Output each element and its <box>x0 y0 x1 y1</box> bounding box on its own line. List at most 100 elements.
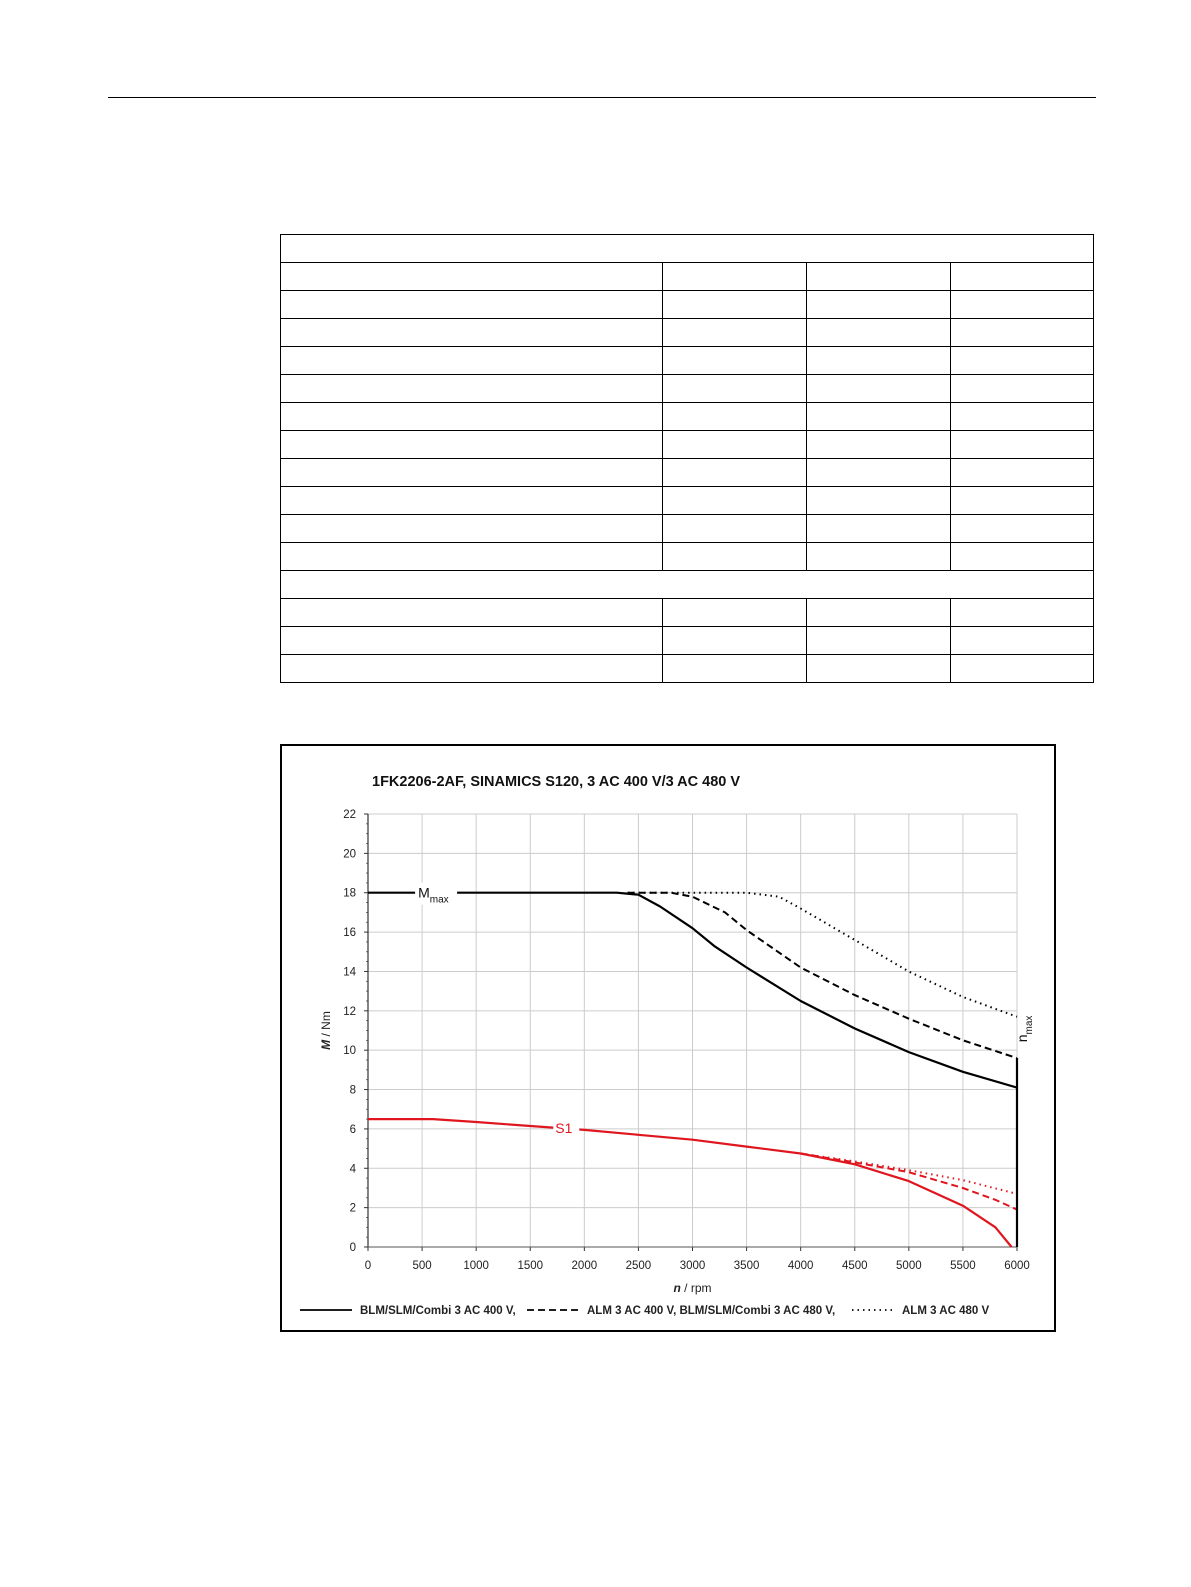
table-row <box>280 430 1094 459</box>
table-section-header <box>280 234 1094 263</box>
mmax-label-sub: max <box>430 895 449 906</box>
table-cell <box>950 514 1094 543</box>
table-cell <box>662 262 807 291</box>
x-tick-label: 5500 <box>950 1260 976 1272</box>
table-cell <box>806 402 951 431</box>
table-cell <box>950 598 1094 627</box>
y-tick-label: 4 <box>350 1163 357 1175</box>
torque-speed-chart: 1FK2206-2AF, SINAMICS S120, 3 AC 400 V/3… <box>280 744 1056 1332</box>
table-cell <box>806 486 951 515</box>
table-cell <box>662 514 807 543</box>
table-cell <box>806 374 951 403</box>
top-rule <box>108 97 1096 98</box>
legend-label: BLM/SLM/Combi 3 AC 400 V, <box>360 1305 516 1317</box>
nmax-label: nmax <box>1014 1016 1035 1043</box>
table-row <box>280 514 1094 543</box>
x-axis-label-unit: / rpm <box>681 1281 712 1295</box>
table-row <box>280 318 1094 347</box>
table-cell <box>280 402 663 431</box>
s1-label-bg <box>553 1117 580 1138</box>
y-tick-label: 18 <box>343 888 356 900</box>
table-cell <box>950 654 1094 683</box>
table-row <box>280 262 1094 291</box>
table-cell <box>806 318 951 347</box>
x-tick-label: 0 <box>365 1260 371 1272</box>
x-tick-label: 2000 <box>572 1260 598 1272</box>
table-cell <box>806 654 951 683</box>
table-cell <box>950 458 1094 487</box>
table-cell <box>806 262 951 291</box>
table-cell <box>662 458 807 487</box>
table-cell <box>806 346 951 375</box>
x-tick-label: 500 <box>412 1260 431 1272</box>
y-tick-label: 20 <box>343 848 356 860</box>
chart-title: 1FK2206-2AF, SINAMICS S120, 3 AC 400 V/3… <box>372 774 741 790</box>
table-cell <box>950 346 1094 375</box>
y-tick-label: 22 <box>343 809 356 821</box>
table-cell <box>662 654 807 683</box>
x-tick-label: 3500 <box>734 1260 760 1272</box>
y-tick-label: 8 <box>350 1085 356 1097</box>
table-section-header <box>280 570 1094 599</box>
table-cell <box>662 318 807 347</box>
series-s1-dotted <box>800 1152 1018 1195</box>
table-cell <box>280 626 663 655</box>
y-tick-label: 6 <box>350 1124 356 1136</box>
table-row <box>280 542 1094 571</box>
table-cell <box>280 234 1094 263</box>
table-cell <box>950 626 1094 655</box>
spec-table <box>280 234 1094 683</box>
table-cell <box>806 598 951 627</box>
table-cell <box>280 542 663 571</box>
table-cell <box>280 374 663 403</box>
chart-svg: 0 500 1000 1500 2000 2500 3000 3500 4000 4500 5000… <box>300 809 1035 1317</box>
table-cell <box>662 626 807 655</box>
table-row <box>280 290 1094 319</box>
table-cell <box>806 542 951 571</box>
table-cell <box>806 626 951 655</box>
table-row <box>280 458 1094 487</box>
x-axis-label: n / rpm <box>673 1281 711 1295</box>
mmax-label-main: M <box>418 885 430 901</box>
table-cell <box>662 290 807 319</box>
series-mmax-solid <box>368 891 1018 1089</box>
table-cell <box>806 514 951 543</box>
x-tick-label: 4000 <box>788 1260 814 1272</box>
table-cell <box>280 458 663 487</box>
table-cell <box>950 486 1094 515</box>
series-mmax-dotted <box>627 891 1018 1018</box>
table-cell <box>950 542 1094 571</box>
table-row <box>280 486 1094 515</box>
x-tick-label: 5000 <box>896 1260 922 1272</box>
table-cell <box>950 430 1094 459</box>
table-cell <box>662 402 807 431</box>
table-cell <box>950 318 1094 347</box>
table-cell <box>280 570 1094 599</box>
y-tick-label: 0 <box>350 1242 356 1254</box>
table-cell <box>806 430 951 459</box>
table-row <box>280 654 1094 683</box>
table-row <box>280 402 1094 431</box>
series-s1-dashed <box>800 1152 1018 1211</box>
table-cell <box>950 262 1094 291</box>
x-tick-label: 2500 <box>626 1260 652 1272</box>
table-cell <box>280 486 663 515</box>
table-cell <box>806 458 951 487</box>
series-s1-solid <box>368 1118 1013 1248</box>
table-cell <box>280 654 663 683</box>
table-row <box>280 626 1094 655</box>
y-tick-label: 2 <box>350 1203 356 1215</box>
table-cell <box>806 290 951 319</box>
x-axis-label-var: n <box>673 1281 680 1295</box>
legend-label: ALM 3 AC 480 V <box>902 1305 989 1317</box>
table-cell <box>280 262 663 291</box>
s1-label: S1 <box>555 1120 572 1136</box>
mmax-label-bg <box>415 882 458 905</box>
table-cell <box>662 486 807 515</box>
table-cell <box>950 402 1094 431</box>
y-tick-label: 14 <box>343 966 356 978</box>
x-tick-label: 4500 <box>842 1260 868 1272</box>
table-cell <box>950 374 1094 403</box>
table-cell <box>662 598 807 627</box>
table-cell <box>280 514 663 543</box>
